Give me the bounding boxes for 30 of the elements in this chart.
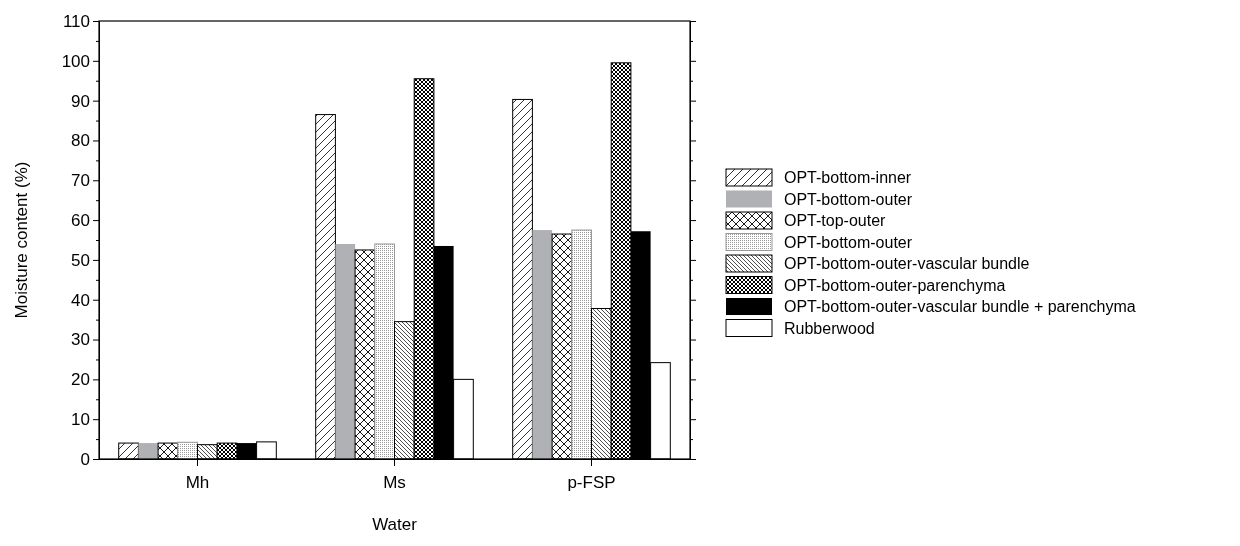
x-axis-title: Water <box>372 515 418 534</box>
legend-label: OPT-bottom-outer-vascular bundle + parenchyma <box>784 298 1136 315</box>
bar <box>138 443 159 459</box>
y-tick-label: 80 <box>71 131 90 151</box>
x-tick-label: Ms <box>383 472 406 492</box>
y-tick-label: 0 <box>80 449 90 469</box>
y-axis-title: Moisture content (%) <box>12 161 31 319</box>
bar <box>532 230 553 459</box>
y-tick-label: 40 <box>71 290 90 310</box>
legend-label: OPT-bottom-outer <box>784 233 913 251</box>
y-tick-label: 50 <box>71 250 90 270</box>
legend-label: OPT-bottom-inner <box>784 169 912 186</box>
legend-label: OPT-top-outer <box>784 212 887 229</box>
y-tick-label: 70 <box>71 171 90 191</box>
bar <box>335 243 356 459</box>
legend-label: OPT-bottom-outer <box>784 190 913 208</box>
y-tick-label: 60 <box>71 211 90 231</box>
bar <box>374 243 395 460</box>
y-tick-label: 90 <box>71 91 90 111</box>
y-tick-label: 20 <box>71 370 90 390</box>
y-tick-label: 110 <box>62 11 90 31</box>
y-tick-label: 100 <box>61 51 90 71</box>
legend-label: OPT-bottom-outer-vascular bundle <box>784 255 1030 272</box>
bar <box>571 229 592 460</box>
legend-label: OPT-bottom-outer-parenchyma <box>784 276 1006 294</box>
y-tick-label: 10 <box>71 410 90 430</box>
legend-label: Rubberwood <box>784 319 875 337</box>
x-tick-label: Mh <box>185 472 210 492</box>
x-tick-label: p-FSP <box>567 472 616 492</box>
y-tick-label: 30 <box>71 330 90 350</box>
